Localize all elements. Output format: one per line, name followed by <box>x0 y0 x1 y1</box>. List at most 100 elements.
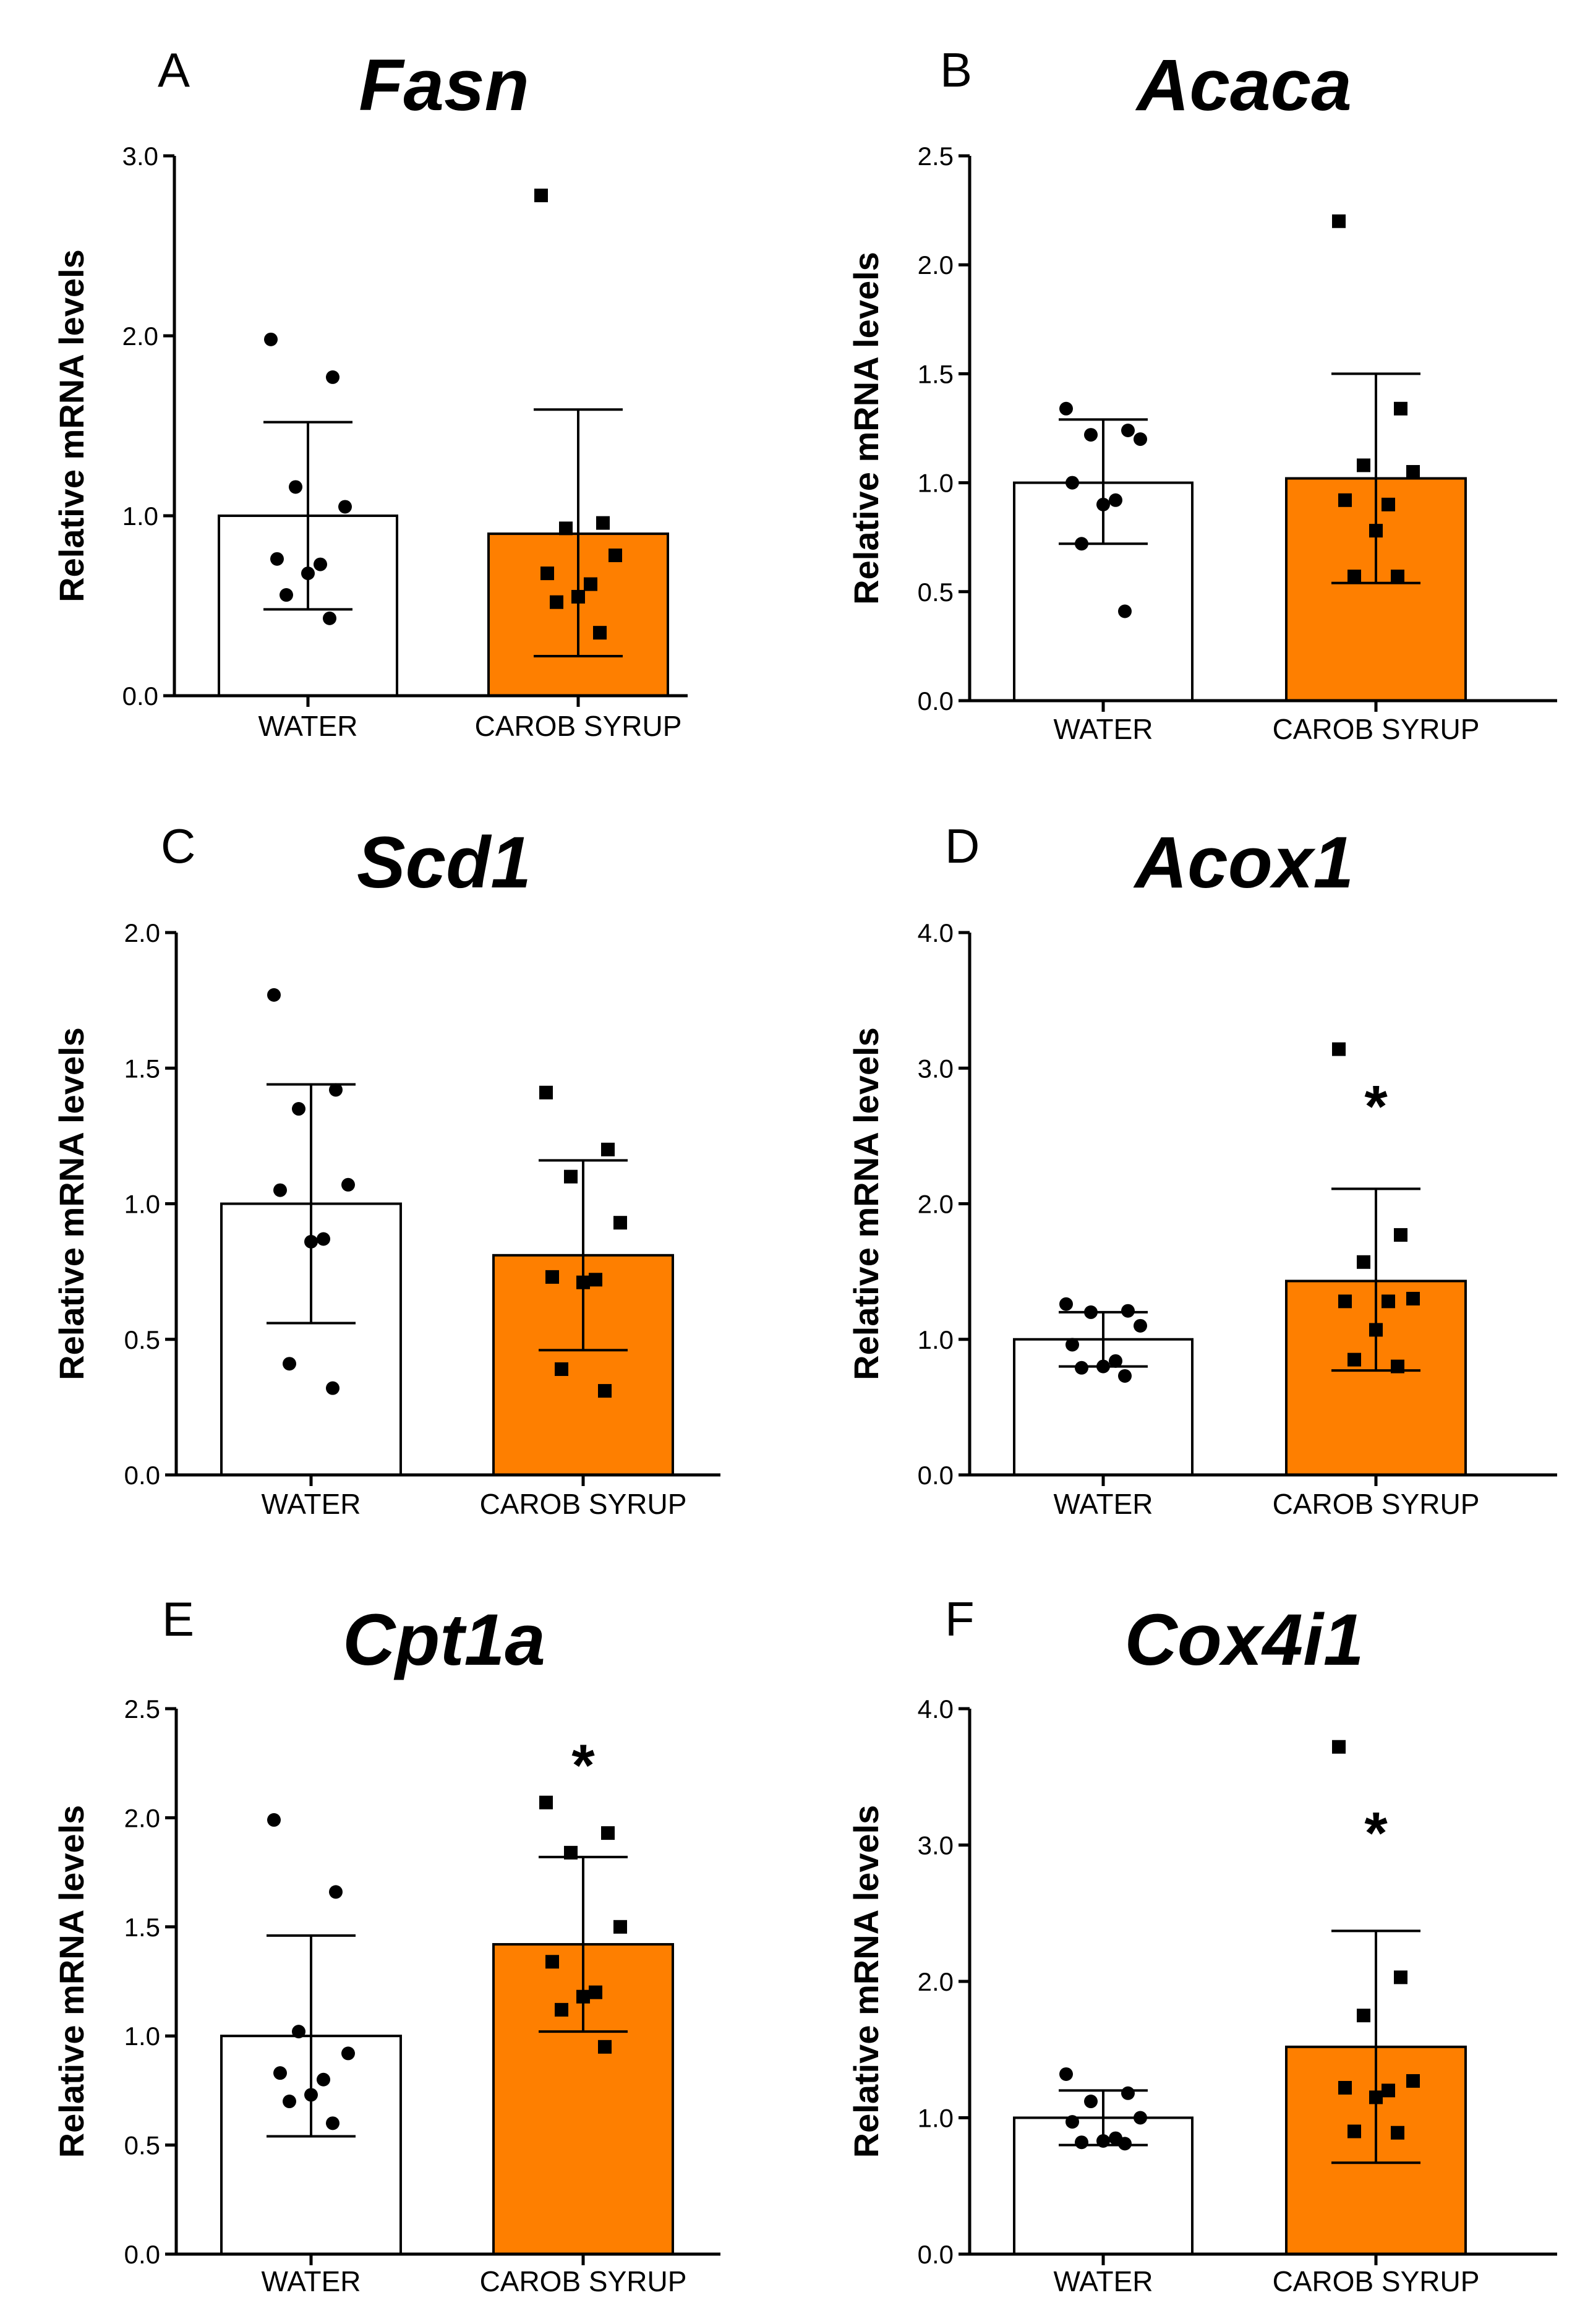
data-point <box>1369 2090 1383 2104</box>
data-point <box>555 1362 568 1376</box>
data-point <box>1357 458 1370 472</box>
data-point <box>1059 2067 1073 2081</box>
chart-panel-f: F Cox4i1 Relative mRNA levels 0.0 1.0 2.0 3.0 4… <box>847 1592 1557 2297</box>
data-point <box>280 588 293 602</box>
y-tick-label: 3.0 <box>918 1831 954 1860</box>
data-point <box>270 552 284 566</box>
x-tick-label: WATER <box>1054 2265 1153 2297</box>
panel-letter: A <box>158 43 190 97</box>
data-point <box>564 1169 578 1184</box>
y-tick-label: 4.0 <box>918 918 954 947</box>
data-point <box>1382 2083 1395 2098</box>
data-point <box>545 1270 559 1284</box>
data-point <box>1109 1354 1122 1368</box>
data-point <box>1084 2095 1098 2109</box>
significance-marker: * <box>571 1733 595 1799</box>
data-point <box>292 1102 305 1116</box>
chart-title: Cpt1a <box>343 1599 545 1681</box>
chart-panel-a: A Fasn Relative mRNA levels 0.0 1.0 2.0 3.0 WAT… <box>52 43 688 742</box>
data-point <box>1084 428 1098 442</box>
data-point <box>317 2072 330 2087</box>
x-tick-label: CAROB SYRUP <box>475 710 682 742</box>
chart-panel-c: C Scd1 Relative mRNA levels 0.0 0.5 1.0 1.5 2.0… <box>52 819 720 1520</box>
y-tick-label: 2.0 <box>122 322 158 351</box>
chart-panel-d: D Acox1 Relative mRNA levels 0.0 1.0 2.0 3.0 4.… <box>847 819 1557 1520</box>
y-tick-label: 1.0 <box>122 502 158 531</box>
data-point <box>584 577 597 591</box>
data-point <box>341 2046 355 2061</box>
x-tick-label: CAROB SYRUP <box>1273 713 1480 745</box>
y-tick-label: 1.0 <box>124 1190 160 1219</box>
y-tick-label: 0.0 <box>918 1461 954 1490</box>
y-tick-label: 2.0 <box>918 250 954 280</box>
x-tick-label: CAROB SYRUP <box>480 1488 687 1520</box>
chart-panel-b: B Acaca Relative mRNA levels 0.0 0.5 1.0 1.5 2.… <box>847 43 1557 745</box>
data-point <box>304 1234 318 1249</box>
y-tick-label: 2.5 <box>124 1694 160 1724</box>
data-point <box>576 1989 590 2004</box>
data-point <box>1332 1042 1346 1056</box>
data-point <box>545 1955 559 1969</box>
y-tick-label: 4.0 <box>918 1694 954 1724</box>
data-point <box>1096 1359 1110 1373</box>
data-point <box>292 2025 305 2039</box>
data-point <box>267 988 281 1002</box>
y-tick-label: 0.5 <box>918 578 954 607</box>
data-point <box>341 1177 355 1192</box>
chart-title: Acox1 <box>1133 822 1354 904</box>
x-tick-label: CAROB SYRUP <box>1273 1488 1480 1520</box>
data-point <box>338 500 352 514</box>
data-point <box>1338 1294 1352 1309</box>
y-axis-label: Relative mRNA levels <box>847 1027 886 1380</box>
panel-letter: C <box>161 819 195 873</box>
y-tick-label: 3.0 <box>918 1054 954 1083</box>
x-tick-label: WATER <box>258 710 358 742</box>
data-point <box>326 2116 340 2130</box>
data-point <box>1406 464 1420 479</box>
data-point <box>1347 570 1361 584</box>
data-point <box>1332 1740 1346 1754</box>
data-point <box>1394 1228 1407 1242</box>
y-tick-label: 2.0 <box>918 1967 954 1996</box>
y-axis-label: Relative mRNA levels <box>847 252 886 605</box>
y-tick-label: 0.0 <box>124 1461 160 1490</box>
data-point <box>1084 1305 1098 1319</box>
data-point <box>1121 2086 1135 2100</box>
y-tick-label: 1.0 <box>918 2104 954 2133</box>
y-axis-label: Relative mRNA levels <box>52 1027 91 1380</box>
panel-letter: B <box>940 43 972 97</box>
data-point <box>323 611 336 625</box>
data-point <box>301 566 315 581</box>
data-point <box>559 521 573 536</box>
data-point <box>1357 1255 1370 1269</box>
data-point <box>1066 476 1079 490</box>
data-point <box>1096 2134 1110 2148</box>
y-tick-label: 0.5 <box>124 1325 160 1354</box>
y-tick-label: 0.0 <box>124 2240 160 2269</box>
data-point <box>1075 537 1088 551</box>
data-point <box>1391 1359 1404 1373</box>
y-tick-label: 0.0 <box>918 686 954 716</box>
y-tick-label: 2.0 <box>124 1803 160 1832</box>
significance-marker: * <box>1364 1800 1388 1866</box>
data-point <box>1109 493 1122 507</box>
x-tick-label: CAROB SYRUP <box>480 2265 687 2297</box>
y-tick-label: 1.5 <box>124 1913 160 1942</box>
significance-marker: * <box>1364 1074 1388 1140</box>
y-tick-label: 1.0 <box>124 2022 160 2051</box>
y-tick-label: 3.0 <box>122 142 158 171</box>
data-point <box>601 1826 615 1840</box>
x-tick-label: CAROB SYRUP <box>1273 2265 1480 2297</box>
chart-title: Fasn <box>359 45 529 126</box>
x-tick-label: WATER <box>1054 1488 1153 1520</box>
data-point <box>317 1232 330 1246</box>
data-point <box>1118 2137 1132 2151</box>
data-point <box>1059 401 1073 416</box>
data-point <box>1391 2125 1404 2140</box>
panel-letter: F <box>945 1592 975 1646</box>
data-point <box>283 2095 296 2109</box>
data-point <box>1066 1338 1079 1352</box>
data-point <box>598 2040 612 2054</box>
data-point <box>1121 1304 1135 1318</box>
x-tick-label: WATER <box>262 1488 361 1520</box>
